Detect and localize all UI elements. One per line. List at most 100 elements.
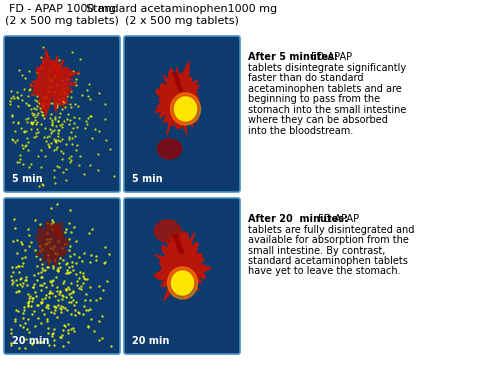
Point [84,93,92,99]
Point [14,89,22,95]
Point [24,316,32,322]
Point [15,263,23,269]
Point [84,324,92,330]
Point [86,258,94,265]
Point [52,123,60,130]
Point [32,121,40,127]
Point [8,281,16,287]
Point [45,133,53,139]
Point [62,116,70,123]
Point [48,290,56,296]
Point [11,138,19,145]
Point [83,121,91,127]
Point [51,303,59,310]
Point [57,306,65,312]
Polygon shape [154,231,211,301]
Point [84,115,92,121]
Point [44,100,52,107]
Point [65,286,73,293]
Point [65,291,73,298]
Point [73,142,81,148]
Point [26,87,34,93]
Point [48,76,56,82]
Point [36,243,44,249]
Point [22,135,30,141]
Point [56,289,64,295]
Point [7,273,15,279]
Point [76,56,84,62]
Point [15,269,23,275]
Point [62,270,70,276]
Point [58,156,66,162]
Point [78,270,86,277]
Point [81,125,89,131]
Point [24,93,32,99]
Point [32,293,40,299]
Point [24,115,32,121]
Point [66,100,74,107]
Point [64,270,72,276]
Point [17,239,25,245]
Point [60,305,68,311]
Point [86,284,94,290]
Point [68,259,76,266]
Point [9,269,17,275]
Point [44,302,52,308]
Point [88,251,96,258]
Text: acetaminophen tablets and are: acetaminophen tablets and are [248,84,402,93]
Point [64,339,72,345]
Point [25,298,33,304]
Point [68,311,76,317]
Point [42,295,50,301]
Point [49,100,57,106]
Text: beginning to pass from the: beginning to pass from the [248,94,380,104]
Point [8,136,16,142]
Point [50,310,58,316]
Point [94,151,102,157]
Polygon shape [155,61,200,135]
Point [33,98,41,105]
Point [82,307,90,313]
Point [75,114,83,121]
Point [37,300,45,307]
Point [8,113,16,119]
Point [44,144,52,150]
Point [18,92,25,98]
Point [64,121,72,127]
Point [54,118,62,124]
Point [46,221,54,228]
Point [40,311,48,317]
Point [46,278,54,284]
Point [44,256,52,263]
Point [22,116,30,122]
Point [26,293,34,299]
Point [50,243,58,249]
Point [9,119,17,126]
Point [65,155,73,161]
Point [7,88,15,94]
Point [52,314,60,321]
Point [37,64,45,70]
Point [40,59,48,65]
Point [82,276,90,282]
Point [30,284,38,290]
Point [101,259,109,265]
Point [52,102,60,108]
Text: small intestine. By contrast,: small intestine. By contrast, [248,245,386,256]
Point [16,288,24,294]
Point [30,272,38,278]
Point [71,307,79,314]
Point [44,230,52,237]
Point [38,101,46,107]
Point [42,240,50,246]
Point [48,140,56,147]
Point [34,315,42,321]
Point [36,221,44,228]
Point [82,291,90,297]
Point [60,241,68,247]
Point [62,225,70,231]
Point [64,269,72,275]
Text: standard acetaminophen tablets: standard acetaminophen tablets [248,256,408,266]
Text: 20 min: 20 min [12,336,50,346]
Point [20,307,28,313]
